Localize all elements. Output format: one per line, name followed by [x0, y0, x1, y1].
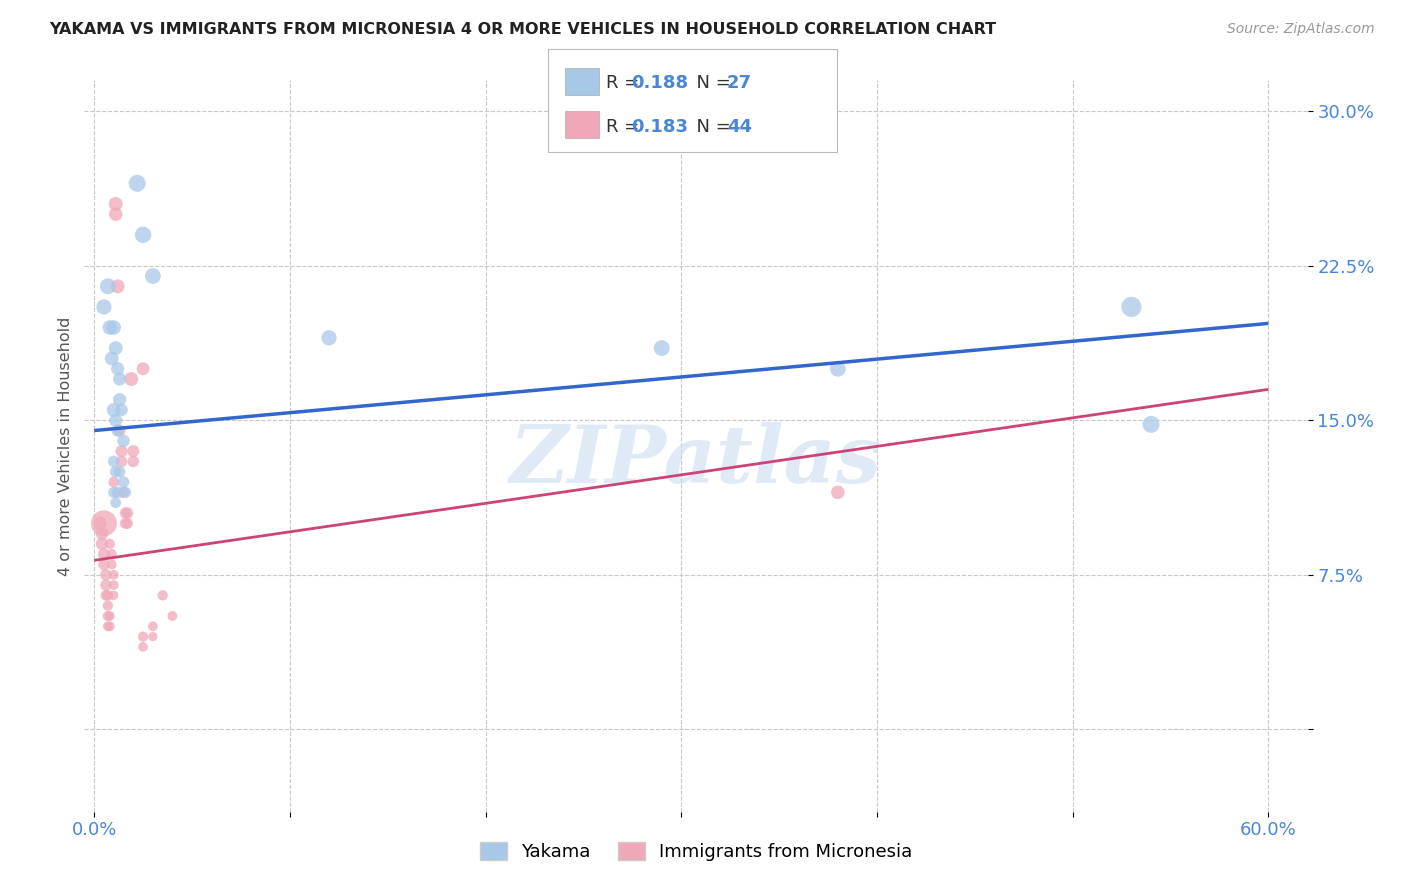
- Point: [827, 361, 849, 376]
- Text: R =: R =: [606, 118, 645, 136]
- Point: [132, 630, 155, 644]
- Point: [89, 516, 111, 531]
- Point: [318, 331, 340, 345]
- Point: [103, 485, 125, 500]
- Point: [114, 506, 136, 520]
- Point: [110, 403, 132, 417]
- Point: [827, 485, 849, 500]
- Legend: Yakama, Immigrants from Micronesia: Yakama, Immigrants from Micronesia: [472, 835, 920, 869]
- Point: [103, 567, 125, 582]
- Point: [651, 341, 673, 355]
- Point: [93, 558, 115, 572]
- Point: [97, 599, 120, 613]
- Point: [108, 392, 131, 407]
- Text: 44: 44: [727, 118, 752, 136]
- Text: Source: ZipAtlas.com: Source: ZipAtlas.com: [1227, 22, 1375, 37]
- Point: [142, 619, 165, 633]
- Point: [91, 526, 114, 541]
- Point: [98, 609, 121, 624]
- Y-axis label: 4 or more Vehicles in Household: 4 or more Vehicles in Household: [58, 317, 73, 575]
- Point: [91, 537, 114, 551]
- Point: [110, 444, 132, 458]
- Point: [98, 537, 121, 551]
- Point: [120, 372, 142, 386]
- Point: [132, 640, 155, 654]
- Point: [107, 279, 129, 293]
- Point: [97, 619, 120, 633]
- Point: [114, 516, 136, 531]
- Text: N =: N =: [685, 75, 737, 93]
- Point: [142, 268, 165, 283]
- Point: [1140, 417, 1163, 432]
- Point: [104, 207, 127, 221]
- Point: [100, 547, 122, 561]
- Point: [93, 516, 115, 531]
- Point: [103, 403, 125, 417]
- Point: [162, 609, 184, 624]
- Point: [122, 444, 145, 458]
- Point: [142, 630, 165, 644]
- Point: [94, 588, 117, 602]
- Point: [103, 475, 125, 489]
- Point: [107, 424, 129, 438]
- Point: [97, 279, 120, 293]
- Point: [100, 351, 122, 366]
- Point: [104, 341, 127, 355]
- Point: [104, 496, 127, 510]
- Point: [103, 578, 125, 592]
- Text: N =: N =: [685, 118, 737, 136]
- Point: [108, 465, 131, 479]
- Point: [1121, 300, 1143, 314]
- Point: [112, 434, 135, 448]
- Point: [103, 588, 125, 602]
- Point: [94, 578, 117, 592]
- Text: 0.183: 0.183: [631, 118, 689, 136]
- Point: [122, 454, 145, 468]
- Point: [98, 320, 121, 334]
- Text: R =: R =: [606, 75, 645, 93]
- Point: [152, 588, 174, 602]
- Point: [110, 454, 132, 468]
- Point: [117, 506, 139, 520]
- Text: 27: 27: [727, 75, 752, 93]
- Point: [103, 454, 125, 468]
- Point: [112, 485, 135, 500]
- Text: 0.188: 0.188: [631, 75, 689, 93]
- Point: [132, 227, 155, 242]
- Point: [94, 567, 117, 582]
- Point: [107, 361, 129, 376]
- Point: [127, 176, 149, 190]
- Point: [104, 413, 127, 427]
- Text: ZIPatlas: ZIPatlas: [510, 422, 882, 500]
- Point: [93, 547, 115, 561]
- Text: YAKAMA VS IMMIGRANTS FROM MICRONESIA 4 OR MORE VEHICLES IN HOUSEHOLD CORRELATION: YAKAMA VS IMMIGRANTS FROM MICRONESIA 4 O…: [49, 22, 997, 37]
- Point: [107, 485, 129, 500]
- Point: [108, 424, 131, 438]
- Point: [97, 609, 120, 624]
- Point: [93, 300, 115, 314]
- Point: [103, 320, 125, 334]
- Point: [100, 558, 122, 572]
- Point: [112, 475, 135, 489]
- Point: [104, 197, 127, 211]
- Point: [97, 588, 120, 602]
- Point: [132, 361, 155, 376]
- Point: [98, 619, 121, 633]
- Point: [114, 485, 136, 500]
- Point: [104, 465, 127, 479]
- Point: [117, 516, 139, 531]
- Point: [108, 372, 131, 386]
